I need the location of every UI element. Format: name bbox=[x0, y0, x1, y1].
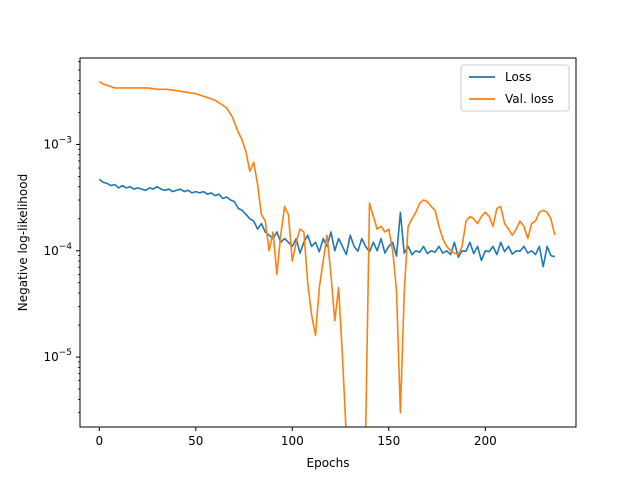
legend-entry-label: Val. loss bbox=[505, 92, 554, 106]
plot-area: 0 50 100 150 200 10−5 10−4 10−3 bbox=[43, 57, 577, 448]
x-tick-label: 150 bbox=[377, 434, 400, 448]
legend: Loss Val. loss bbox=[460, 64, 570, 112]
series-line-val-loss bbox=[98, 80, 556, 427]
x-tick-label: 0 bbox=[95, 434, 103, 448]
axes-frame bbox=[79, 57, 577, 428]
x-tick-label: 100 bbox=[281, 434, 304, 448]
y-tick-label: 10−4 bbox=[43, 242, 72, 258]
y-axis-label: Negative log-likelihood bbox=[16, 174, 30, 311]
x-tick-label: 200 bbox=[474, 434, 497, 448]
legend-entry-label: Loss bbox=[505, 70, 531, 84]
series-line-loss bbox=[98, 178, 556, 268]
x-tick-label: 50 bbox=[188, 434, 203, 448]
x-axis-label: Epochs bbox=[307, 456, 350, 470]
y-tick-label: 10−5 bbox=[43, 348, 72, 364]
y-tick-label: 10−3 bbox=[43, 135, 72, 151]
